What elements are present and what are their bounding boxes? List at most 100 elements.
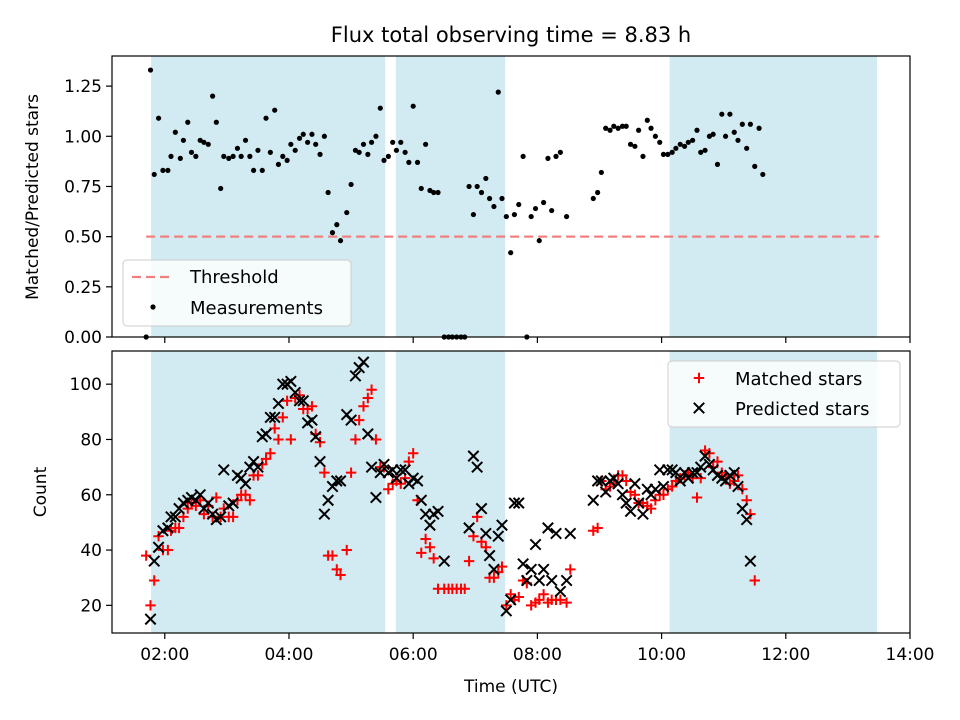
predicted-point-133 bbox=[740, 513, 753, 526]
measurement-point-90 bbox=[520, 153, 526, 159]
predicted-point-72 bbox=[467, 450, 480, 462]
predicted-point-116 bbox=[669, 466, 682, 479]
measurement-point-133 bbox=[722, 133, 729, 139]
measurement-point-79 bbox=[474, 183, 480, 190]
measurement-point-140 bbox=[752, 163, 758, 169]
measurement-point-48 bbox=[344, 209, 350, 216]
predicted-point-15 bbox=[206, 508, 219, 521]
measurement-point-9 bbox=[180, 137, 187, 143]
predicted-point-108 bbox=[637, 508, 649, 521]
predicted-point-106 bbox=[628, 477, 641, 490]
matched-point-30 bbox=[265, 448, 276, 459]
measurement-point-139 bbox=[747, 121, 754, 127]
measurement-point-134 bbox=[727, 111, 733, 117]
predicted-point-28 bbox=[260, 428, 272, 440]
measurement-point-110 bbox=[627, 141, 634, 147]
figure-title: Flux total observing time = 8.83 h bbox=[331, 23, 691, 47]
matched-point-89 bbox=[513, 591, 524, 603]
matched-point-47 bbox=[335, 569, 346, 581]
measurement-point-63 bbox=[406, 159, 412, 165]
bottom-y-ticks: 20 40 60 80 100 bbox=[70, 375, 112, 616]
measurement-point-88 bbox=[511, 211, 518, 218]
matched-point-94 bbox=[534, 594, 545, 606]
matched-point-51 bbox=[353, 414, 365, 426]
predicted-point-32 bbox=[276, 378, 289, 391]
matched-point-77 bbox=[463, 555, 475, 567]
y-tick-label-1: 0.25 bbox=[64, 278, 102, 298]
predicted-point-92 bbox=[550, 527, 562, 540]
measurement-point-12 bbox=[193, 153, 199, 159]
y-tick-label-3: 80 bbox=[80, 430, 102, 450]
measurement-point-111 bbox=[632, 143, 638, 149]
bottom-axes-frame bbox=[111, 350, 911, 634]
measurement-point-124 bbox=[685, 139, 691, 145]
matched-point-103 bbox=[592, 522, 603, 534]
predicted-point-60 bbox=[394, 463, 407, 476]
matched-point-52 bbox=[358, 401, 369, 412]
measurement-point-122 bbox=[677, 141, 683, 147]
matched-point-110 bbox=[620, 475, 632, 487]
matched-point-64 bbox=[407, 448, 419, 459]
y-tick-label-0: 0.00 bbox=[64, 328, 102, 348]
predicted-point-51 bbox=[357, 356, 370, 368]
predicted-point-56 bbox=[378, 458, 390, 471]
measurement-point-94 bbox=[536, 238, 542, 244]
matched-point-46 bbox=[331, 564, 343, 575]
measurement-point-113 bbox=[640, 153, 646, 159]
matched-point-40 bbox=[306, 401, 318, 412]
legend-measurements-label: Measurements bbox=[190, 298, 323, 319]
matched-point-53 bbox=[362, 392, 374, 404]
predicted-point-26 bbox=[252, 461, 264, 474]
predicted-point-37 bbox=[297, 394, 310, 407]
predicted-point-14 bbox=[202, 497, 215, 509]
bottom-y-axis-label: Count bbox=[31, 466, 51, 517]
measurement-point-92 bbox=[528, 213, 534, 220]
predicted-point-31 bbox=[272, 397, 285, 410]
predicted-point-70 bbox=[438, 555, 451, 568]
measurement-point-127 bbox=[698, 149, 704, 155]
x-tick-label-2: 06:00 bbox=[389, 645, 438, 665]
predicted-point-87 bbox=[529, 538, 542, 551]
matched-point-130 bbox=[704, 448, 715, 459]
top-bands bbox=[151, 56, 878, 337]
y-tick-label-2: 60 bbox=[80, 486, 102, 506]
matched-point-35 bbox=[285, 434, 297, 445]
measurement-point-81 bbox=[483, 175, 489, 182]
measurement-point-64 bbox=[410, 103, 416, 109]
measurement-point-3 bbox=[155, 115, 162, 121]
measurement-point-141 bbox=[756, 125, 762, 131]
bottom-panel: 20 40 60 80 100 02:00 04:00 06:00 08:00 10:00 12:… bbox=[31, 350, 935, 697]
predicted-point-84 bbox=[517, 557, 530, 570]
matched-point-99 bbox=[555, 594, 566, 606]
matched-point-83 bbox=[488, 572, 500, 583]
measurement-point-86 bbox=[503, 213, 509, 220]
matched-point-58 bbox=[383, 484, 394, 495]
measurement-point-54 bbox=[368, 139, 375, 145]
matched-point-25 bbox=[244, 495, 256, 506]
measurement-point-100 bbox=[563, 213, 570, 220]
matched-point-100 bbox=[561, 597, 572, 608]
measurement-point-104 bbox=[603, 125, 609, 131]
matched-point-141 bbox=[749, 575, 760, 586]
predicted-point-53 bbox=[365, 461, 378, 474]
matched-point-84 bbox=[493, 566, 504, 578]
top-x-ticks bbox=[164, 337, 911, 343]
measurement-point-123 bbox=[681, 143, 688, 149]
predicted-point-2 bbox=[152, 541, 165, 554]
matched-point-14 bbox=[198, 508, 210, 520]
matched-point-54 bbox=[366, 384, 377, 395]
top-y-ticks: 0.00 0.25 0.50 0.75 1.00 1.25 bbox=[64, 77, 112, 348]
predicted-point-113 bbox=[657, 480, 670, 493]
matched-point-33 bbox=[277, 412, 288, 423]
measurement-point-26 bbox=[250, 167, 257, 174]
predicted-point-42 bbox=[318, 508, 331, 521]
measurement-point-60 bbox=[393, 147, 400, 153]
x-axis-label: Time (UTC) bbox=[463, 677, 558, 697]
measurement-point-107 bbox=[615, 125, 621, 131]
measurement-point-36 bbox=[292, 147, 298, 153]
top-legend: Threshold Measurements bbox=[122, 259, 352, 327]
matched-point-45 bbox=[327, 550, 338, 561]
measurement-point-77 bbox=[466, 183, 472, 190]
measurement-point-14 bbox=[201, 139, 207, 145]
matched-point-87 bbox=[505, 589, 516, 600]
